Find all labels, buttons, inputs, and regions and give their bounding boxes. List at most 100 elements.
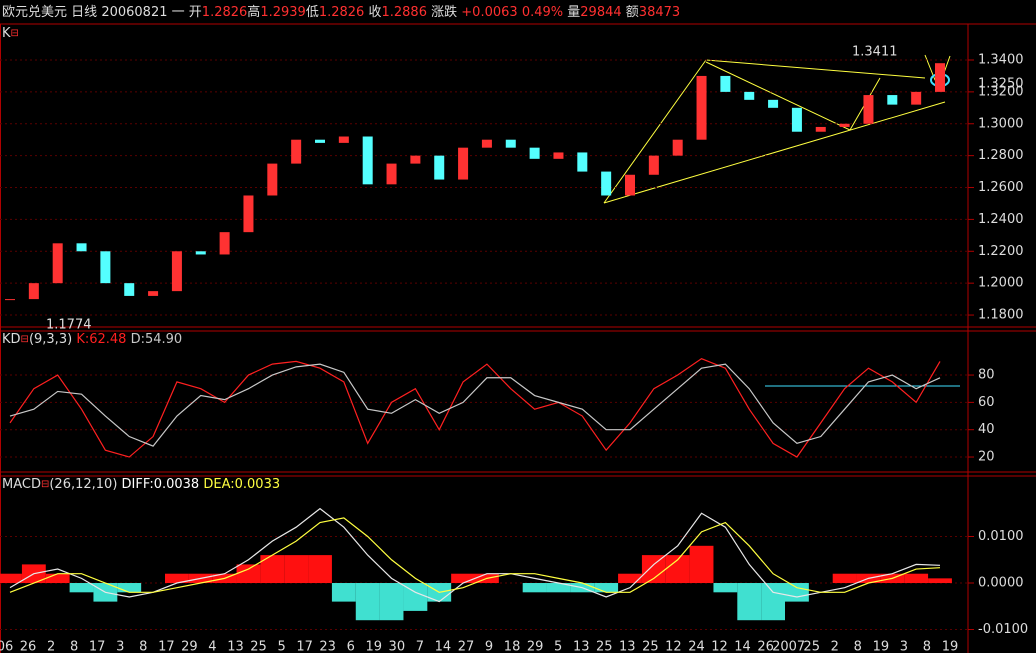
label: 开: [189, 5, 202, 20]
histogram-bar: [737, 583, 762, 621]
x-tick-label: 29: [527, 640, 544, 653]
histogram-bar: [69, 583, 94, 593]
current-price: 1.3250: [978, 76, 1024, 91]
annotation: 1.3411: [852, 45, 898, 60]
x-tick-label: 25: [250, 640, 267, 653]
title-part: (26,12,10): [49, 477, 117, 492]
x-tick-label: 5: [277, 640, 285, 653]
title-part: KD: [2, 332, 21, 347]
x-tick-label: 23: [319, 640, 336, 653]
x-tick-label: 8: [70, 640, 78, 653]
value: 38473: [639, 5, 680, 20]
x-tick-label: 8: [139, 640, 147, 653]
x-tick-label: 13: [573, 640, 590, 653]
series-line: [9, 357, 941, 458]
histogram-bar: [0, 573, 22, 584]
histogram-bar: [618, 573, 642, 584]
candle: [5, 299, 15, 301]
histogram-bar: [284, 555, 309, 584]
candle: [577, 152, 588, 172]
x-tick-label: 29: [181, 640, 198, 653]
candle: [76, 243, 87, 252]
histogram-bar: [45, 573, 70, 584]
histogram-bar: [665, 555, 690, 584]
date: 20060821: [101, 5, 167, 20]
candle: [887, 95, 898, 105]
x-tick-label: 25: [642, 640, 659, 653]
y-tick-label: 1.3200: [978, 84, 1024, 99]
x-tick-label: 18: [504, 640, 521, 653]
y-tick-label: 40: [978, 422, 995, 437]
x-tick-label: 3: [900, 640, 908, 653]
y-tick-label: 1.2000: [978, 276, 1024, 291]
histogram-bar: [355, 583, 380, 621]
histogram-bar: [785, 583, 809, 602]
y-tick-label: 1.3000: [978, 116, 1024, 131]
title-part: (9,3,3): [29, 332, 72, 347]
header: 欧元兑美元 日线 20060821 一 开1.2826高1.2939低1.282…: [2, 4, 680, 20]
histogram-bar: [594, 583, 619, 593]
x-tick-label: 14: [435, 640, 452, 653]
candle: [219, 232, 230, 255]
x-tick-label: 9: [485, 640, 493, 653]
y-tick-label: 1.2800: [978, 148, 1024, 163]
x-tick-label: 26: [20, 640, 37, 653]
x-tick-label: 30: [389, 640, 406, 653]
candle: [267, 163, 278, 196]
histogram-bar: [379, 583, 404, 621]
weekday: 一: [172, 5, 185, 20]
series-line: [9, 363, 941, 447]
label: 低: [306, 5, 319, 20]
x-tick-label: 27: [458, 640, 475, 653]
title-part: DEA:0.0033: [203, 477, 280, 492]
y-tick-label: 1.3400: [978, 52, 1024, 67]
x-tick-label: 17: [89, 640, 106, 653]
candle: [171, 251, 182, 292]
y-tick-label: 0.0000: [978, 576, 1024, 591]
y-tick-label: 0.0100: [978, 529, 1024, 544]
x-tick-label: 25: [596, 640, 613, 653]
candle: [696, 75, 707, 140]
candle: [243, 195, 254, 233]
histogram-bar: [308, 555, 332, 584]
candle: [672, 139, 683, 156]
x-tick-label: 5: [554, 640, 562, 653]
histogram-bar: [451, 573, 475, 584]
y-tick-label: 1.2600: [978, 180, 1024, 195]
candle: [911, 91, 922, 105]
x-tick-label: 19: [873, 640, 890, 653]
candle: [529, 147, 540, 159]
x-tick-label: 12: [665, 640, 682, 653]
x-tick-label: 6: [347, 640, 355, 653]
value: 1.2886: [381, 5, 427, 20]
x-tick-label: 24: [688, 640, 705, 653]
candle: [458, 147, 469, 180]
panel-icon: ⊟: [11, 28, 19, 39]
histogram-bar: [832, 573, 857, 584]
x-tick-label: 8: [923, 640, 931, 653]
period: 日线: [71, 5, 97, 20]
candle: [505, 139, 516, 148]
panel-title: MACD⊟(26,12,10) DIFF:0.0038 DEA:0.0033: [2, 477, 280, 492]
candle: [720, 75, 731, 92]
y-tick-label: -0.0100: [978, 622, 1028, 637]
x-tick-label: 3: [116, 640, 124, 653]
x-tick-label: 2: [47, 640, 55, 653]
candle: [410, 155, 421, 164]
x-tick-label: 17: [296, 640, 313, 653]
histogram-bar: [689, 545, 714, 584]
x-tick-label: 14: [734, 640, 751, 653]
candle: [434, 155, 445, 180]
label: 涨跌: [431, 4, 457, 20]
panel-title: KD⊟(9,3,3) K:62.48 D:54.90: [2, 332, 182, 347]
x-tick-label: 17: [158, 640, 175, 653]
histogram-bar: [761, 583, 785, 621]
value: 29844: [580, 5, 621, 20]
candle: [148, 291, 159, 296]
candle: [815, 126, 826, 132]
candle: [291, 139, 302, 164]
candle: [648, 155, 659, 175]
label: 高: [247, 4, 260, 20]
x-tick-label: 26: [757, 640, 774, 653]
